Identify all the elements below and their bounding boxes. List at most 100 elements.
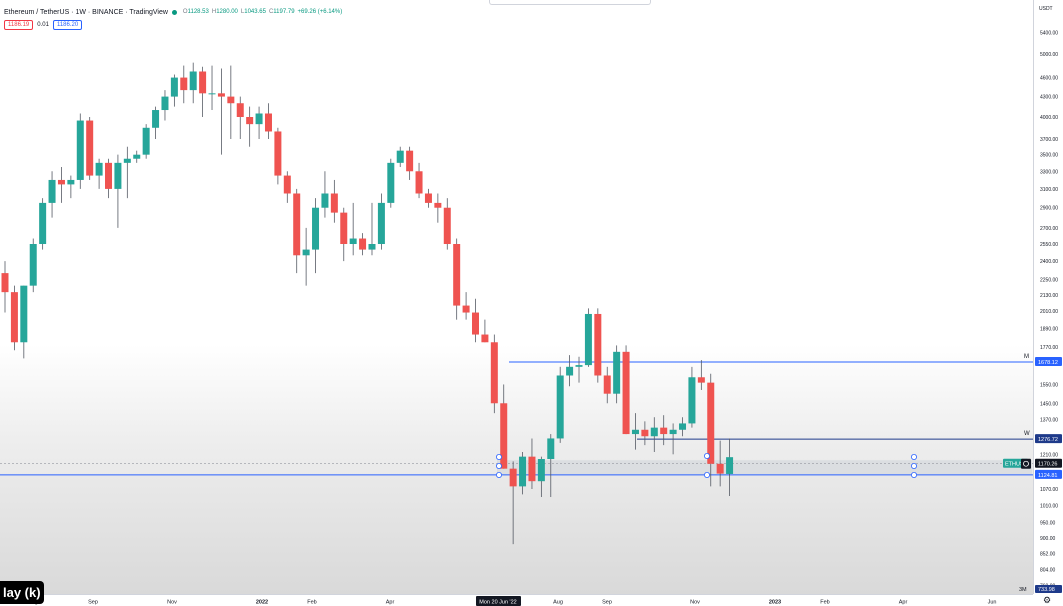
candle-body	[603, 375, 611, 394]
candle-body	[641, 429, 649, 437]
time-tick-label: 2023	[769, 600, 781, 606]
candle-body	[264, 113, 272, 132]
time-tick-label: Aug	[553, 600, 563, 606]
line-tag-M: M	[1024, 354, 1029, 360]
candle-body	[660, 427, 668, 435]
price-scale-svg[interactable]: USDT 5400.00 5000.00 4600.00 4300.00 4000.00 3…	[1034, 0, 1063, 606]
time-tick-label: Jun	[988, 600, 997, 606]
price-tick-label: 2010.00	[1040, 309, 1058, 315]
candle-body	[227, 96, 235, 104]
time-tick-label: Feb	[307, 600, 316, 606]
open-value: 1128.53	[187, 9, 209, 15]
candle-body	[415, 171, 423, 194]
crosshair-icon	[1021, 458, 1031, 469]
buy-button[interactable]: 1186.20	[52, 20, 83, 30]
drawing-handle	[495, 462, 502, 469]
candle-body	[584, 313, 592, 366]
time-marker-label: Mon 20 Jun '22	[479, 600, 516, 606]
candle-body	[368, 244, 376, 250]
price-badge-bg	[1035, 434, 1062, 444]
time-tick-label: Feb	[820, 600, 829, 606]
candle-body	[631, 429, 639, 435]
candle-body	[57, 179, 65, 185]
candle-body	[613, 351, 621, 394]
candle-body	[274, 131, 282, 176]
line-tag-W: W	[1024, 431, 1030, 437]
candle-body	[312, 207, 320, 250]
time-axis-svg[interactable]: AugSepNov2022FebAprMon 20 Jun '22AugSepN…	[0, 595, 1033, 606]
price-badge-1678.12: 1678.12	[1038, 360, 1058, 366]
candle-body	[500, 403, 508, 469]
candle-body	[1, 273, 9, 293]
replay-badge[interactable]: lay (k)	[0, 581, 44, 604]
time-tick-label: Sep	[602, 600, 612, 606]
price-tick-label: 2130.00	[1040, 293, 1058, 299]
candle-body	[462, 305, 470, 313]
price-tick-label: 4600.00	[1040, 76, 1058, 82]
drawing-handle	[911, 453, 918, 460]
drawing-handle	[495, 453, 502, 460]
candle-body	[707, 382, 715, 464]
drawing-handle	[911, 471, 918, 478]
support-zone	[497, 460, 1032, 475]
drawing-handle	[911, 462, 918, 469]
candle-body	[349, 238, 357, 245]
crosshair-bg	[1021, 458, 1031, 469]
candle-body	[688, 377, 696, 424]
candle-body	[95, 162, 103, 176]
candle-body	[48, 179, 56, 203]
sell-button[interactable]: 1186.19	[4, 20, 34, 30]
symbol-title[interactable]: Ethereum / TetherUS · 1W · BINANCE · Tra…	[4, 8, 168, 16]
candle-body	[114, 162, 122, 189]
chart-pane[interactable]: M W ETHUS 3M Ethereum / TetherUS · 1W · BIN…	[0, 0, 1033, 594]
candle-body	[669, 429, 677, 435]
price-badge-1276.72: 1276.72	[1038, 437, 1058, 443]
candle-body	[726, 457, 734, 474]
price-tick-label: 3100.00	[1040, 187, 1058, 193]
price-tick-label: 1010.00	[1040, 503, 1058, 509]
price-tick-label: 1070.00	[1040, 487, 1058, 493]
candle-body	[29, 244, 37, 286]
settings-gear-icon[interactable]: ⚙	[1042, 594, 1052, 605]
price-tick-label: 1210.00	[1040, 452, 1058, 458]
scale-bottom-badge-bg	[1035, 585, 1062, 593]
low-key: L	[240, 9, 245, 15]
candle-body	[406, 150, 414, 172]
price-tick-label: 5000.00	[1040, 52, 1058, 58]
candle-body	[575, 365, 583, 367]
candle-body	[20, 285, 28, 343]
scale-bottom-badge: 733.98	[1038, 587, 1055, 593]
candle-body	[387, 162, 395, 203]
currency-label: USDT	[1039, 6, 1053, 12]
change-value: +69.26 (+6.14%)	[297, 9, 343, 15]
crosshair-ring	[1023, 460, 1029, 467]
time-axis[interactable]: AugSepNov2022FebAprMon 20 Jun '22AugSepN…	[0, 594, 1033, 606]
high-key: H	[211, 9, 217, 15]
price-chart[interactable]: M W ETHUS 3M	[0, 0, 1033, 594]
price-tick-label: 2550.00	[1040, 242, 1058, 248]
price-tick-label: 1370.00	[1040, 417, 1058, 423]
candle-body	[217, 93, 225, 97]
candle-body	[509, 468, 517, 487]
candle-body	[528, 456, 536, 482]
ticker-tag-label: ETHUS	[1005, 462, 1024, 468]
time-tick-label: 2022	[256, 600, 268, 606]
ohlc-values: O1128.53 H1280.00 L1043.65 C1197.79 +69.…	[183, 9, 342, 15]
candle-body	[208, 93, 216, 95]
time-tick-label: Nov	[167, 600, 177, 606]
price-tick-label: 852.00	[1040, 551, 1056, 557]
time-marker-bg	[476, 596, 521, 606]
time-tick-label: Apr	[899, 600, 908, 606]
drawing-handle	[495, 471, 502, 478]
candle-body	[39, 202, 47, 245]
price-scale[interactable]: USDT 5400.00 5000.00 4600.00 4300.00 4000.00 3…	[1033, 0, 1063, 594]
candle-body	[123, 158, 131, 163]
candle-body	[377, 202, 385, 245]
top-toolbar-tab[interactable]	[489, 0, 651, 5]
candle-body	[697, 377, 705, 383]
candle-body	[490, 342, 498, 404]
candle-body	[443, 207, 451, 245]
market-status-dot	[171, 9, 177, 15]
candle-body	[396, 150, 404, 163]
candle-body	[283, 175, 291, 194]
